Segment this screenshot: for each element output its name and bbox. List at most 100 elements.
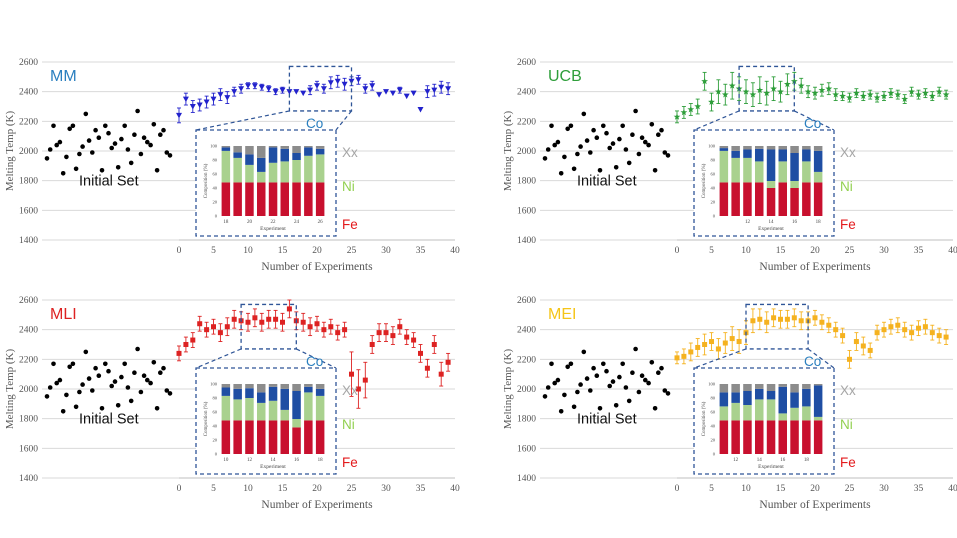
initial-set-point (617, 136, 622, 142)
data-point (320, 86, 327, 92)
x-tick-label: 40 (450, 484, 460, 494)
data-point (293, 89, 300, 95)
inset-bar-co (315, 388, 325, 396)
y-axis-title: Melting Temp (K) (4, 349, 16, 430)
initial-set-point (83, 349, 89, 355)
inset-y-tick: 60 (213, 172, 218, 177)
panel-ucb: 1400 1600 1800 2000 2200 2400 2600 0 5 10 15 20 25 30… (502, 58, 957, 273)
data-point (715, 88, 722, 95)
data-point (708, 98, 715, 105)
data-point (410, 90, 417, 97)
inset-y-tick: 100 (708, 382, 716, 387)
initial-set-point (161, 127, 166, 133)
initial-set-point (86, 138, 92, 143)
initial-set-point (132, 132, 137, 137)
data-point (383, 330, 389, 336)
inset-x-tick: 26 (318, 220, 324, 225)
data-point (701, 77, 708, 85)
initial-set-point (90, 150, 95, 155)
inset-bar-xx (280, 146, 289, 149)
data-point (909, 330, 915, 336)
inset-x-tick: 18 (223, 220, 229, 225)
inset-bar-fe (743, 420, 752, 454)
initial-set-point (80, 382, 85, 387)
inset-bar-fe (755, 420, 764, 454)
data-point (424, 89, 431, 95)
x-tick-label: 5 (709, 484, 714, 494)
zoom-connector (807, 348, 835, 369)
initial-set-point (558, 409, 564, 414)
initial-set-point (151, 360, 157, 365)
initial-set-point (167, 391, 173, 396)
data-point (238, 86, 245, 92)
x-tick-label: 40 (948, 246, 957, 256)
initial-set-point (584, 138, 590, 143)
data-point (756, 86, 764, 94)
initial-set-point (141, 373, 147, 378)
inset-y-tick: 100 (210, 382, 218, 387)
inset-y-tick: 20 (711, 438, 716, 443)
data-point (922, 89, 929, 97)
data-point (721, 91, 729, 98)
legend-ni: Ni (342, 179, 355, 194)
y-tick-label: 1600 (517, 444, 536, 454)
data-point (224, 95, 231, 101)
inset-bar-ni (743, 405, 752, 421)
initial-set-point (639, 373, 645, 378)
inset-bar-co (743, 391, 752, 405)
data-point (424, 365, 430, 371)
inset-bar-fe (731, 420, 740, 454)
y-tick-label: 2000 (517, 147, 536, 157)
inset-bar-fe (778, 420, 787, 454)
initial-set-point (60, 171, 66, 176)
initial-set-point (639, 135, 645, 140)
inset-bar-ni (268, 162, 278, 183)
data-point (687, 105, 695, 113)
x-tick-label: 15 (278, 246, 288, 256)
y-tick-label: 2200 (19, 117, 38, 127)
inset-bar-ni (257, 171, 266, 183)
inset-bar-xx (315, 146, 325, 149)
initial-set-point (60, 409, 66, 414)
inset-bar-ni (315, 154, 325, 183)
data-point (259, 319, 265, 325)
inset-bar-co (268, 147, 278, 163)
initial-set-point (601, 361, 606, 367)
inset-bar-ni (292, 160, 301, 183)
data-point (818, 86, 826, 94)
data-point (859, 92, 867, 99)
initial-set-point (562, 154, 567, 160)
data-point (929, 330, 935, 336)
inset-y-tick: 0 (215, 452, 218, 457)
initial-set-point (571, 404, 577, 410)
inset-bar-fe (233, 182, 242, 216)
initial-set-point (70, 361, 76, 367)
inset-bar-ni (292, 419, 301, 428)
inset-box (195, 367, 337, 475)
x-tick-label: 15 (278, 484, 288, 494)
initial-set-point (646, 142, 651, 148)
data-point (300, 90, 307, 97)
initial-set-point (597, 168, 603, 173)
inset-bar-xx (315, 384, 325, 389)
inset-bar-xx (802, 146, 811, 150)
initial-set-point (636, 151, 642, 157)
initial-set-point (115, 165, 121, 170)
inset-bar-ni (802, 161, 811, 183)
legend-ni: Ni (840, 179, 853, 194)
data-point (943, 334, 949, 340)
inset-bar-xx (766, 384, 776, 391)
inset-bar-ni (233, 399, 242, 421)
initial-set-point (54, 142, 59, 148)
initial-set-point (54, 380, 59, 386)
y-tick-label: 2000 (19, 147, 38, 157)
x-axis-title: Number of Experiments (759, 261, 871, 273)
initial-set-point (77, 389, 82, 395)
inset-bar-fe (790, 420, 799, 454)
inset-x-tick: 18 (804, 458, 810, 463)
inset-bar-xx (731, 384, 740, 393)
legend-ni: Ni (840, 417, 853, 432)
inset-bar-xx (257, 384, 266, 393)
inset-bar-co (268, 386, 278, 401)
inset-bar-fe (245, 182, 254, 216)
